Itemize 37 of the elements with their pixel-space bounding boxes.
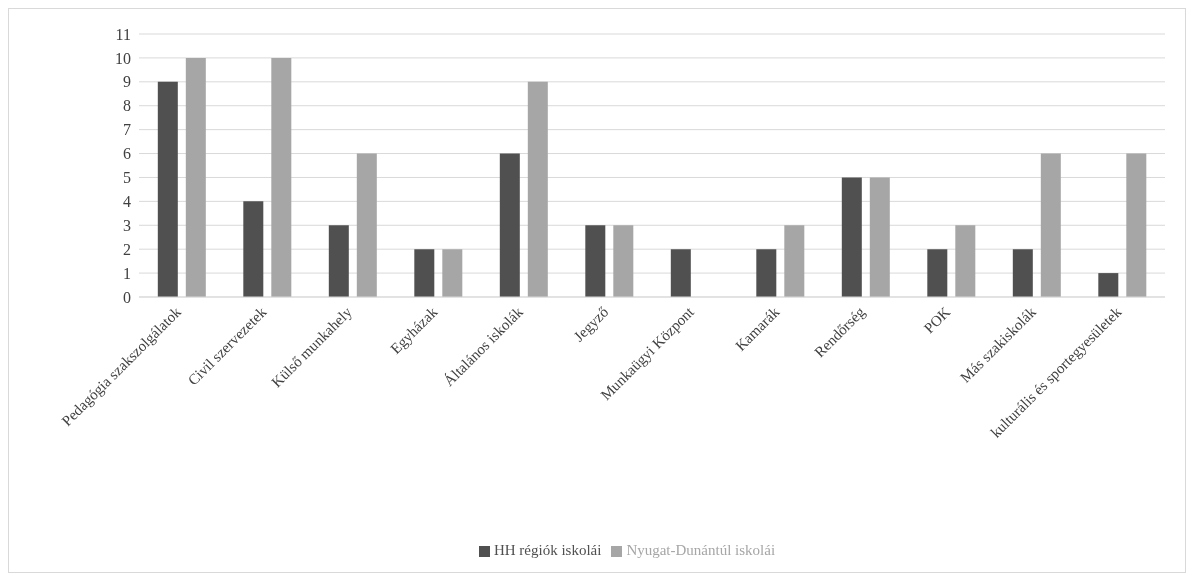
bar: [1040, 153, 1061, 297]
y-tick-label: 8: [123, 97, 131, 115]
bar: [243, 201, 264, 297]
y-tick-label: 3: [123, 216, 131, 234]
bar: [1098, 273, 1119, 297]
y-tick-label: 1: [123, 264, 131, 282]
y-tick-label: 6: [123, 145, 131, 163]
bar: [784, 225, 805, 297]
y-tick-label: 10: [115, 49, 131, 67]
bar: [271, 57, 292, 297]
bar: [356, 153, 377, 297]
bar: [499, 153, 520, 297]
bar: [841, 177, 862, 297]
y-tick-label: 7: [123, 121, 131, 139]
y-tick-label: 9: [123, 73, 131, 91]
y-tick-label: 0: [123, 288, 131, 306]
y-tick-label: 5: [123, 169, 131, 187]
y-tick-label: 11: [115, 25, 131, 43]
bar: [955, 225, 976, 297]
y-tick-label: 2: [123, 240, 131, 258]
bar: [185, 57, 206, 297]
legend-label: Nyugat-Dunántúl iskolái: [626, 542, 776, 558]
y-tick-label: 4: [123, 193, 131, 211]
bar: [1126, 153, 1147, 297]
bar: [585, 225, 606, 297]
bar: [157, 81, 178, 297]
bar: [670, 249, 691, 297]
bar: [442, 249, 463, 297]
bar: [613, 225, 634, 297]
bar: [927, 249, 948, 297]
bar: [1012, 249, 1033, 297]
bar: [414, 249, 435, 297]
bar: [527, 81, 548, 297]
legend-label: HH régiók iskolái: [493, 542, 602, 558]
bar: [869, 177, 890, 297]
bar: [328, 225, 349, 297]
bar: [756, 249, 777, 297]
